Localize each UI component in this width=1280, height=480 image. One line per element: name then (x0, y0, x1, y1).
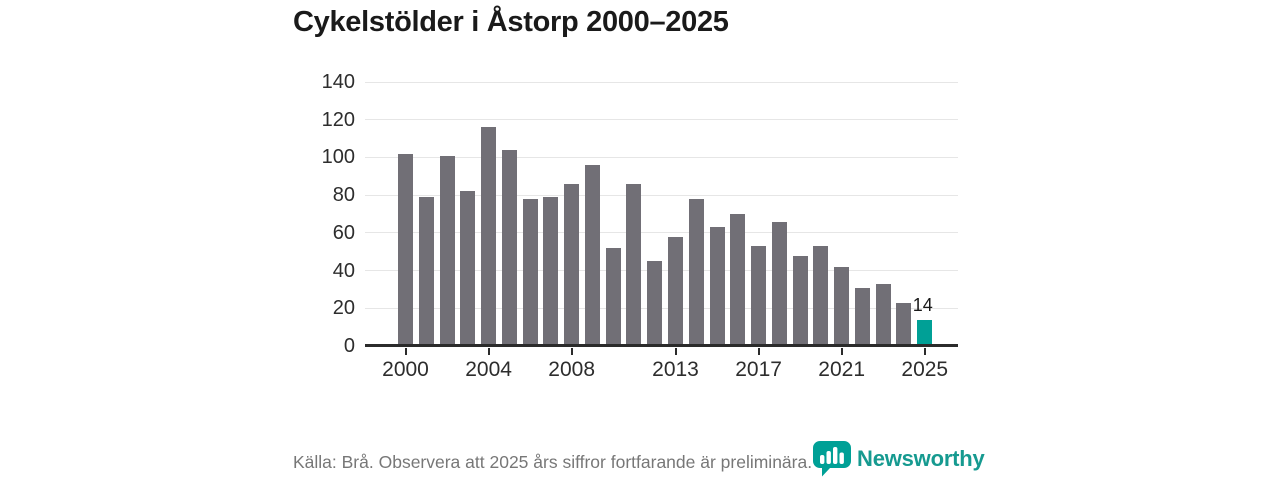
bar-2024 (896, 302, 912, 346)
x-tick-label: 2021 (818, 358, 866, 381)
bar-2011 (626, 183, 642, 346)
bar-2025 (917, 319, 933, 346)
bar-2023 (875, 283, 891, 346)
bar-2020 (813, 246, 829, 346)
bar-2003 (460, 191, 476, 346)
x-tick-label: 2025 (901, 358, 949, 381)
x-tick-label: 2000 (382, 358, 429, 381)
bar-2019 (792, 255, 808, 346)
bar-2008 (564, 183, 580, 346)
bar-2012 (647, 261, 663, 346)
y-tick-label: 120 (321, 108, 355, 131)
y-tick-label: 100 (321, 146, 355, 169)
bar-2016 (730, 214, 746, 346)
brand-logo: Newsworthy (812, 440, 985, 477)
x-tick-2008 (570, 348, 573, 355)
bar-2010 (605, 247, 621, 346)
bar-2009 (584, 164, 600, 346)
bar-2022 (854, 287, 870, 346)
x-tick-2000 (404, 348, 407, 355)
gridline-100 (365, 156, 958, 158)
bar-2006 (522, 198, 538, 346)
bar-2021 (834, 266, 850, 346)
chart-title: Cykelstölder i Åstorp 2000–2025 (293, 6, 729, 38)
brand-name: Newsworthy (857, 445, 985, 471)
bar-2014 (688, 198, 704, 346)
x-tick-2021 (840, 348, 843, 355)
plot-area: 0 20 40 60 80 100 120 140 2000 2004 2008 2013 2017 20… (322, 71, 958, 381)
bar-2002 (439, 155, 455, 346)
y-tick-label: 60 (332, 221, 355, 244)
bar-2015 (709, 227, 725, 346)
x-tick-2004 (487, 348, 490, 355)
bar-2017 (751, 246, 767, 346)
x-tick-label: 2013 (652, 358, 699, 381)
x-tick-label: 2008 (548, 358, 596, 381)
x-tick-2013 (674, 348, 677, 355)
gridline-140 (365, 81, 958, 83)
gridline-120 (365, 119, 958, 121)
bar-2005 (501, 149, 517, 346)
gridline-60 (365, 232, 958, 234)
bar-2000 (398, 153, 413, 346)
y-tick-label: 20 (332, 297, 355, 320)
x-tick-label: 2017 (735, 358, 782, 381)
bar-2001 (418, 197, 434, 346)
newsworthy-icon (813, 441, 851, 477)
x-tick-2017 (757, 348, 760, 355)
x-axis-line (365, 344, 958, 347)
y-tick-label: 140 (321, 71, 355, 93)
bar-2013 (668, 236, 683, 346)
source-note: Källa: Brå. Observera att 2025 års siffr… (293, 452, 813, 472)
y-tick-label: 0 (343, 335, 355, 357)
y-tick-label: 80 (332, 184, 355, 207)
highlight-value-label: 14 (912, 294, 933, 315)
bar-2007 (543, 197, 559, 346)
gridline-80 (365, 194, 958, 196)
bar-2004 (481, 127, 497, 346)
x-tick-label: 2004 (465, 358, 512, 381)
y-tick-label: 40 (332, 259, 355, 282)
bar-2018 (771, 221, 787, 346)
x-tick-2025 (923, 348, 926, 355)
